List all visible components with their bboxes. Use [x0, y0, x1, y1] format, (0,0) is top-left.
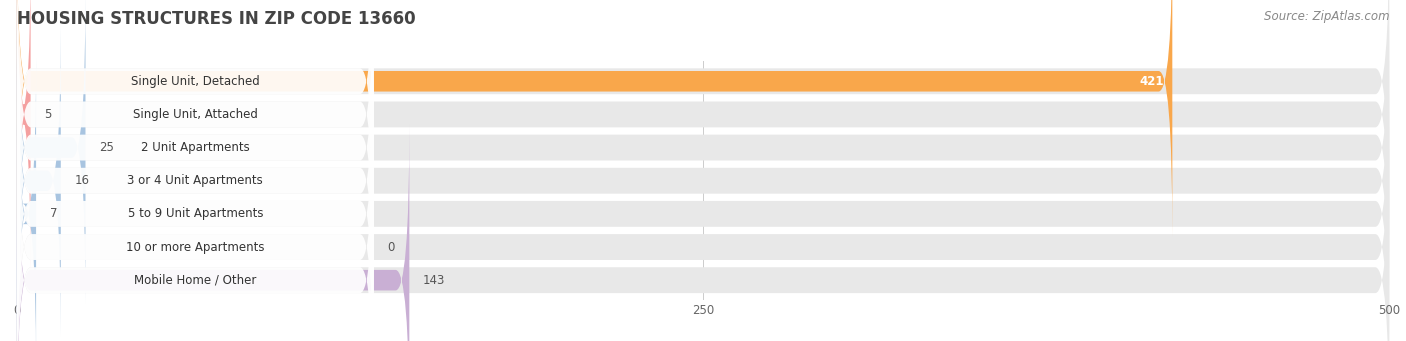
Text: 2 Unit Apartments: 2 Unit Apartments	[141, 141, 250, 154]
Text: HOUSING STRUCTURES IN ZIP CODE 13660: HOUSING STRUCTURES IN ZIP CODE 13660	[17, 10, 416, 28]
Text: Source: ZipAtlas.com: Source: ZipAtlas.com	[1264, 10, 1389, 23]
FancyBboxPatch shape	[17, 94, 374, 341]
Text: 16: 16	[75, 174, 90, 187]
FancyBboxPatch shape	[17, 94, 1389, 341]
Text: 7: 7	[49, 207, 58, 220]
FancyBboxPatch shape	[17, 58, 37, 341]
FancyBboxPatch shape	[17, 0, 374, 267]
FancyBboxPatch shape	[17, 0, 374, 234]
Text: 25: 25	[100, 141, 114, 154]
Text: Mobile Home / Other: Mobile Home / Other	[134, 274, 256, 287]
FancyBboxPatch shape	[17, 61, 1389, 341]
FancyBboxPatch shape	[17, 0, 1173, 237]
Text: 3 or 4 Unit Apartments: 3 or 4 Unit Apartments	[128, 174, 263, 187]
FancyBboxPatch shape	[17, 0, 86, 303]
Text: 5: 5	[45, 108, 52, 121]
FancyBboxPatch shape	[17, 0, 374, 300]
Text: 143: 143	[423, 274, 446, 287]
Text: 0: 0	[388, 240, 395, 254]
Text: 5 to 9 Unit Apartments: 5 to 9 Unit Apartments	[128, 207, 263, 220]
FancyBboxPatch shape	[17, 0, 31, 270]
FancyBboxPatch shape	[17, 125, 409, 341]
FancyBboxPatch shape	[17, 28, 1389, 333]
FancyBboxPatch shape	[17, 25, 60, 336]
FancyBboxPatch shape	[17, 0, 1389, 267]
FancyBboxPatch shape	[17, 127, 374, 341]
FancyBboxPatch shape	[17, 127, 1389, 341]
FancyBboxPatch shape	[17, 61, 374, 341]
FancyBboxPatch shape	[17, 28, 374, 333]
Text: Single Unit, Attached: Single Unit, Attached	[132, 108, 257, 121]
FancyBboxPatch shape	[17, 0, 1389, 300]
Text: 421: 421	[1140, 75, 1164, 88]
Text: 10 or more Apartments: 10 or more Apartments	[127, 240, 264, 254]
Text: Single Unit, Detached: Single Unit, Detached	[131, 75, 260, 88]
FancyBboxPatch shape	[17, 0, 1389, 234]
